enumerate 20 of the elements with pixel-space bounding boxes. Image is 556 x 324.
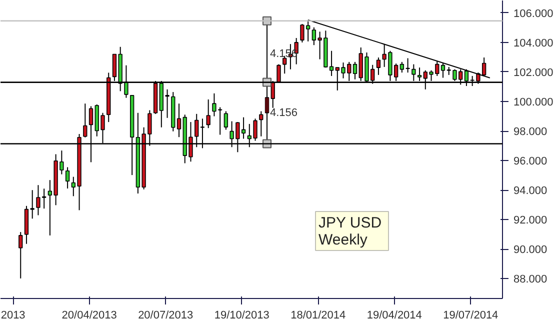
y-tick-label: 102.000 [514, 66, 554, 79]
y-tick-label: 106.000 [514, 8, 554, 20]
x-tick-label: 20/04/2013 [62, 310, 117, 322]
x-tick-label: 19/04/2014 [366, 310, 422, 322]
text: JPY USD [318, 214, 382, 232]
x-tick-label: 19/10/2013 [214, 310, 270, 322]
y-tick-label: 94.000 [514, 185, 548, 198]
x-tick-label: 18/01/2014 [290, 310, 346, 322]
x-tick-label: 19/07/2014 [443, 310, 498, 322]
x-tick-label: 2013 [0, 310, 26, 322]
y-tick-label: 90.000 [514, 244, 548, 256]
y-tick-label: 104.000 [514, 37, 554, 50]
y-tick-label: 88.000 [514, 274, 548, 286]
x-tick-label: 20/07/2013 [138, 310, 194, 322]
y-tick-label: 92.000 [514, 214, 548, 227]
y-tick-label: 96.000 [514, 156, 548, 168]
y-tick-label: 100.000 [514, 96, 554, 109]
text: Weekly [318, 232, 368, 248]
y-tick-label: 98.000 [514, 126, 548, 138]
annotation: 4.156 [270, 106, 298, 119]
